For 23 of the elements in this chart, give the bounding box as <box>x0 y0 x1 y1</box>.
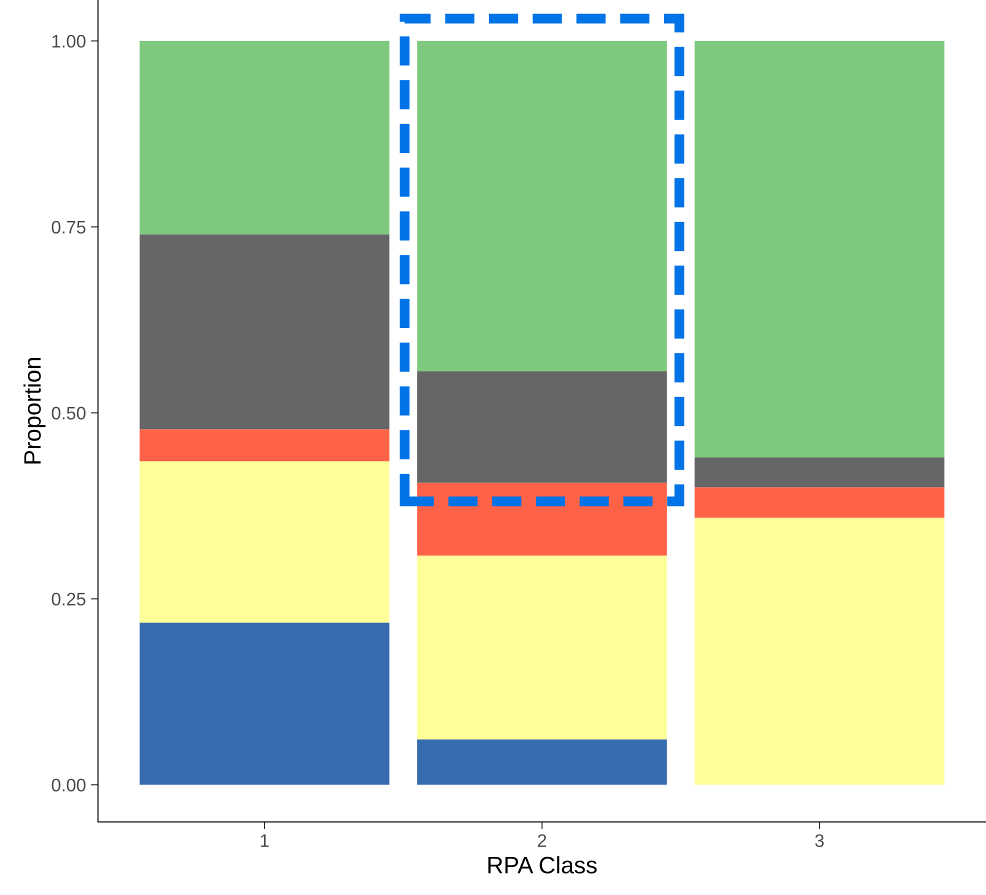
bar <box>694 40 944 458</box>
bar <box>694 518 944 785</box>
x-axis-title: RPA Class <box>488 856 597 874</box>
y-tick-label: 0.00 <box>52 778 86 792</box>
bar <box>417 739 667 785</box>
bar <box>140 622 390 785</box>
bar <box>417 371 667 483</box>
bar <box>417 556 667 740</box>
y-tick-label: 0.25 <box>52 592 86 606</box>
x-tick-label: 1 <box>260 834 269 847</box>
x-tick-label: 2 <box>538 834 546 847</box>
bar <box>140 234 390 430</box>
bar <box>140 429 390 462</box>
bar <box>417 482 667 556</box>
y-tick-label: 1.00 <box>52 34 86 48</box>
bar <box>140 40 390 234</box>
bar <box>694 457 944 488</box>
y-axis-title: Proportion <box>24 358 46 464</box>
bar <box>694 487 944 518</box>
x-tick-label: 3 <box>815 834 824 848</box>
y-tick-label: 0.75 <box>52 220 86 234</box>
bar <box>140 461 390 623</box>
y-tick-label: 0.50 <box>52 406 86 420</box>
